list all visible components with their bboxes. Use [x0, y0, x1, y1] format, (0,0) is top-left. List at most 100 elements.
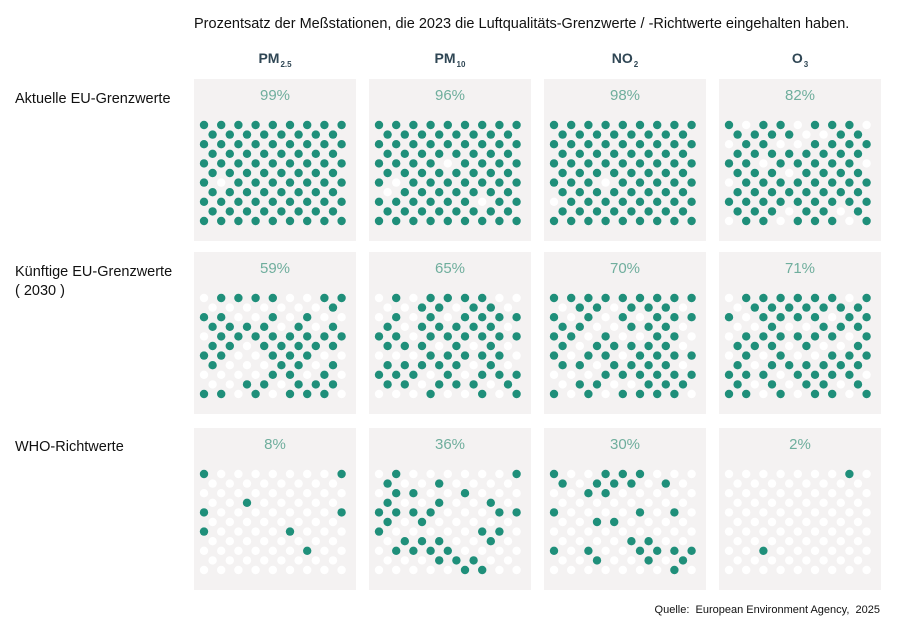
- station-dot-compliant: [742, 178, 751, 187]
- station-dot-compliant: [320, 140, 329, 149]
- station-dot-compliant: [460, 293, 470, 303]
- station-dot-compliant: [303, 351, 312, 360]
- station-dot-noncompliant: [260, 556, 269, 565]
- station-dot-compliant: [217, 313, 226, 322]
- station-dot-noncompliant: [661, 498, 670, 507]
- station-dot-compliant: [225, 149, 234, 158]
- station-dot-compliant: [469, 380, 478, 389]
- station-dot-compliant: [234, 216, 243, 226]
- station-dot-compliant: [512, 140, 521, 149]
- station-dot-compliant: [383, 149, 392, 158]
- station-dot-compliant: [199, 313, 209, 322]
- station-dot-noncompliant: [601, 527, 610, 536]
- station-dot-compliant: [478, 565, 487, 575]
- station-dot-noncompliant: [337, 313, 346, 322]
- station-dot-noncompliant: [337, 565, 346, 575]
- station-dot-compliant: [285, 159, 295, 168]
- station-dot-compliant: [802, 188, 811, 197]
- station-dot-compliant: [328, 130, 338, 139]
- station-dot-compliant: [260, 207, 269, 216]
- station-dot-noncompliant: [750, 556, 759, 565]
- station-dot-noncompliant: [392, 527, 401, 536]
- column-header-main: PM: [258, 50, 280, 66]
- station-dot-noncompliant: [836, 556, 845, 565]
- station-dot-noncompliant: [337, 389, 346, 399]
- station-dot-noncompliant: [635, 489, 645, 498]
- waffle-panel-pm10-row2: 65%: [369, 252, 531, 414]
- station-dot-compliant: [733, 168, 742, 178]
- percent-label: 59%: [259, 260, 291, 277]
- station-dot-noncompliant: [828, 546, 837, 555]
- station-dot-noncompliant: [776, 508, 785, 517]
- station-dot-compliant: [242, 380, 252, 389]
- station-dot-compliant: [242, 322, 252, 331]
- station-dot-compliant: [217, 293, 226, 303]
- station-dot-noncompliant: [199, 370, 209, 379]
- station-dot-compliant: [653, 140, 662, 149]
- station-dot-noncompliant: [409, 469, 418, 479]
- station-dot-noncompliant: [678, 361, 688, 370]
- station-dot-compliant: [592, 168, 602, 178]
- station-dot-noncompliant: [733, 517, 742, 527]
- station-dot-compliant: [478, 120, 487, 130]
- station-dot-noncompliant: [469, 537, 478, 546]
- row-label-current-eu: Aktuelle EU-Grenzwerte: [15, 90, 190, 109]
- station-dot-noncompliant: [512, 527, 521, 536]
- station-dot-noncompliant: [337, 370, 346, 379]
- station-dot-noncompliant: [217, 469, 226, 479]
- station-dot-compliant: [592, 556, 602, 565]
- station-dot-compliant: [733, 341, 742, 351]
- station-dot-compliant: [400, 168, 409, 178]
- station-dot-noncompliant: [495, 565, 504, 575]
- station-dot-noncompliant: [460, 508, 470, 517]
- station-dot-compliant: [426, 120, 435, 130]
- station-dot-compliant: [426, 178, 435, 187]
- station-dot-compliant: [495, 140, 504, 149]
- station-dot-compliant: [251, 140, 260, 149]
- station-dot-compliant: [759, 120, 768, 130]
- station-dot-compliant: [687, 351, 696, 360]
- station-dot-noncompliant: [435, 517, 444, 527]
- station-dot-noncompliant: [268, 489, 277, 498]
- station-dot-compliant: [495, 313, 504, 322]
- station-dot-noncompliant: [724, 489, 734, 498]
- station-dot-noncompliant: [208, 537, 217, 546]
- station-dot-compliant: [469, 207, 478, 216]
- station-dot-compliant: [845, 197, 854, 206]
- station-dot-compliant: [584, 159, 593, 168]
- station-dot-compliant: [478, 527, 487, 536]
- station-dot-compliant: [618, 216, 627, 226]
- station-dot-compliant: [374, 197, 384, 206]
- station-dot-noncompliant: [742, 313, 751, 322]
- station-dot-noncompliant: [742, 489, 751, 498]
- station-dot-noncompliant: [320, 351, 329, 360]
- station-dot-noncompliant: [793, 351, 802, 360]
- station-dot-compliant: [199, 508, 209, 517]
- station-dot-noncompliant: [853, 479, 863, 488]
- station-dot-compliant: [409, 489, 418, 498]
- station-dot-compliant: [567, 216, 576, 226]
- station-dot-compliant: [862, 351, 871, 360]
- station-dot-noncompliant: [199, 293, 209, 303]
- station-dot-compliant: [742, 140, 751, 149]
- station-dot-noncompliant: [242, 361, 252, 370]
- station-dot-compliant: [495, 120, 504, 130]
- station-dot-compliant: [303, 159, 312, 168]
- station-dot-compliant: [486, 207, 495, 216]
- station-dot-noncompliant: [409, 527, 418, 536]
- station-dot-compliant: [558, 361, 567, 370]
- station-dot-compliant: [400, 207, 409, 216]
- station-dot-compliant: [836, 303, 845, 312]
- station-dot-compliant: [426, 508, 435, 517]
- station-dot-noncompliant: [776, 489, 785, 498]
- station-dot-noncompliant: [320, 565, 329, 575]
- station-dot-compliant: [635, 508, 645, 517]
- station-dot-compliant: [575, 361, 584, 370]
- station-dot-compliant: [443, 178, 452, 187]
- station-dot-compliant: [584, 293, 593, 303]
- station-dot-noncompliant: [750, 517, 759, 527]
- station-dot-compliant: [584, 351, 593, 360]
- station-dot-compliant: [767, 303, 777, 312]
- station-dot-noncompliant: [452, 517, 461, 527]
- station-dot-noncompliant: [311, 537, 320, 546]
